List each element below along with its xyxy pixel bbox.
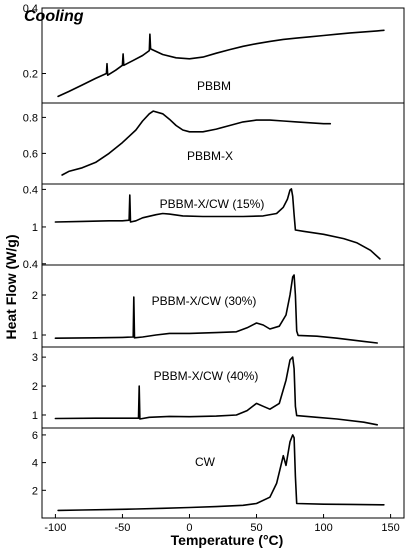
series-line <box>57 434 385 512</box>
series-line <box>54 274 378 344</box>
y-tick-label: 2 <box>32 290 38 302</box>
y-tick-label: 1 <box>32 222 38 234</box>
x-tick-label: 0 <box>186 522 192 534</box>
series-label: PBBM-X/CW (15%) <box>160 197 265 211</box>
x-tick-label: -100 <box>44 522 66 534</box>
y-tick-label: 3 <box>32 352 38 364</box>
plot-frame <box>41 7 405 519</box>
series-label: PBBM-X <box>187 149 233 163</box>
x-tick-label: 50 <box>250 522 262 534</box>
y-tick-label: 0.4 <box>23 3 38 15</box>
panel-4: 1 2 PBBM-X/CW (30%) <box>32 274 404 348</box>
x-tick-label: 100 <box>314 522 332 534</box>
series-line <box>57 29 385 98</box>
panel-6: 2 4 6 CW <box>32 430 385 512</box>
x-tick-label: 150 <box>381 522 399 534</box>
y-tick-label: 4 <box>32 458 38 470</box>
y-tick-label: 0.8 <box>23 112 38 124</box>
series-label: PBBM-X/CW (40%) <box>154 369 259 383</box>
y-tick-label: 0.4 <box>23 259 38 271</box>
y-tick-label: 2 <box>32 381 38 393</box>
y-tick-label: 1 <box>32 330 38 342</box>
y-tick-label: 2 <box>32 485 38 497</box>
y-tick-label: 0.2 <box>23 69 38 81</box>
chart-title: Cooling <box>24 8 84 25</box>
x-axis: -100 -50 0 50 100 150 <box>44 514 400 534</box>
y-tick-label: 0.4 <box>23 184 38 196</box>
panel-3: 0.4 1 PBBM-X/CW (15%) <box>23 188 404 271</box>
y-tick-label: 6 <box>32 430 38 442</box>
series-label: CW <box>195 455 216 469</box>
panel-5: 1 2 3 PBBM-X/CW (40%) <box>32 352 404 429</box>
y-tick-label: 1 <box>32 410 38 422</box>
x-axis-title: Temperature (°C) <box>171 532 284 548</box>
series-label: PBBM-X/CW (30%) <box>152 294 257 308</box>
series-line <box>61 110 332 176</box>
series-line <box>54 188 381 260</box>
y-tick-label: 0.6 <box>23 148 38 160</box>
series-label: PBBM <box>197 79 231 93</box>
panel-1: 0.2 0.4 PBBM <box>23 3 404 104</box>
panels-group: 0.2 0.4 PBBM 0.4 0.6 0.8 PBBM-X 0.4 1 PBBM-X/CW (… <box>23 3 404 512</box>
series-line <box>54 356 378 426</box>
panel-2: 0.4 0.6 0.8 PBBM-X <box>23 110 404 196</box>
y-axis-title: Heat Flow (W/g) <box>3 235 19 340</box>
x-tick-label: -50 <box>114 522 130 534</box>
